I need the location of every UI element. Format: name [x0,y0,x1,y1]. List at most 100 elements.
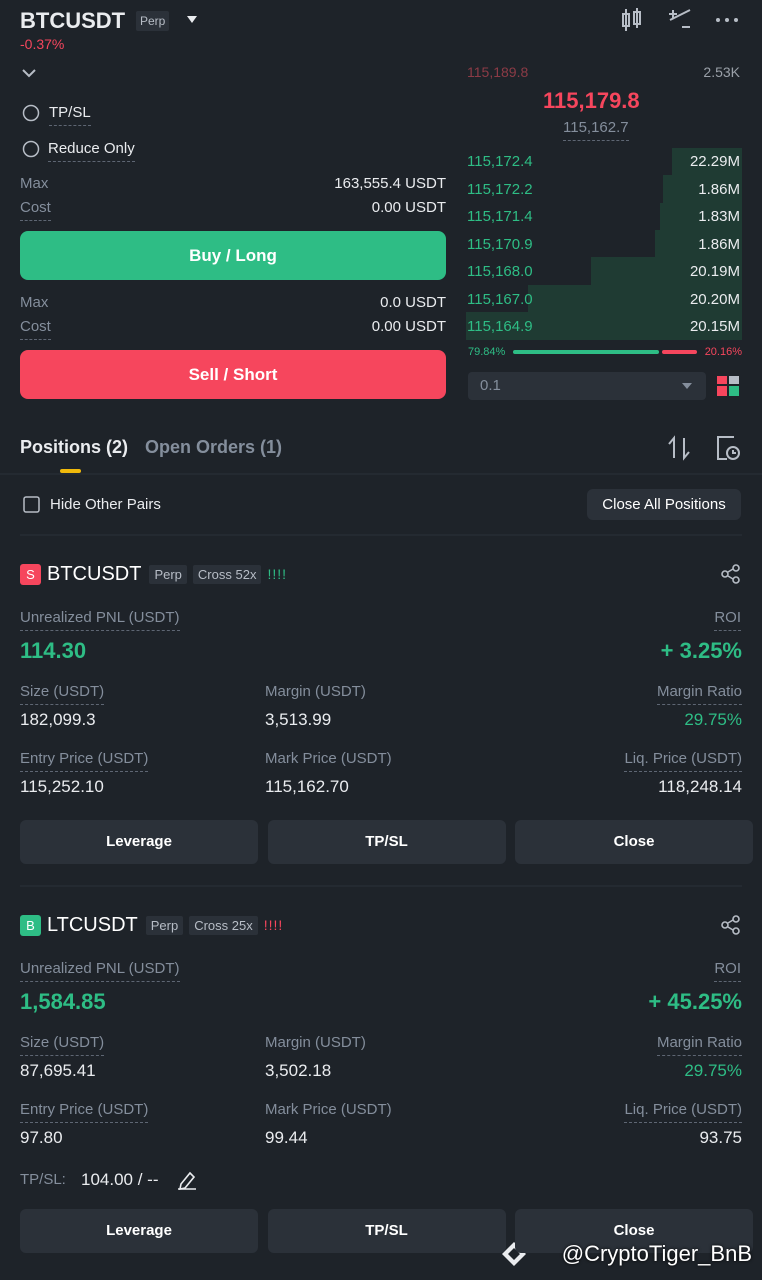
bid-qty: 1.86M [698,180,740,198]
share-icon[interactable] [721,564,740,584]
bid-qty: 20.20M [689,290,740,308]
label: Margin (USDT) [265,1034,366,1051]
edit-icon[interactable] [178,1171,196,1191]
label: TP/SL: [20,1171,66,1188]
sort-icon[interactable] [668,435,690,461]
value: 29.75% [684,710,742,729]
margin-mode: Cross 52x [192,564,262,584]
bid-price: 115,164.9 [467,318,533,335]
label: ROI [714,606,741,631]
tag: Perp [136,11,170,31]
more-icon[interactable] [716,18,738,22]
checkbox[interactable] [23,496,40,513]
value: 3,502.18 [265,1061,332,1080]
roi: + 45.25% [648,989,742,1014]
label: Margin (USDT) [265,683,366,700]
layout-icon[interactable] [717,376,739,396]
share-icon[interactable] [721,915,740,935]
tag: Perp [145,915,184,935]
button[interactable]: TP/SL [267,1209,506,1253]
precision-select[interactable] [468,372,706,400]
tab[interactable]: Open Orders (1) [145,437,283,457]
checkbox-label: Hide Other Pairs [50,496,161,513]
label: Margin Ratio [656,1031,742,1056]
value: 3,513.99 [265,710,332,729]
bid-qty: 1.83M [698,208,740,225]
button[interactable]: Buy / Long [20,231,446,280]
button[interactable]: Sell / Short [20,350,446,399]
bid-price: 115,172.2 [467,180,533,198]
button[interactable]: Leverage [20,820,258,864]
label: Liq. Price (USDT) [624,1098,742,1123]
side-badge: B [20,914,41,936]
tab-indicator [60,469,81,473]
position-header: B LTCUSDT Perp Cross 25x!!!! [20,913,283,937]
value: 29.75% [684,1061,742,1080]
value: 163,555.4 USDT [334,175,446,192]
label: Unrealized PNL (USDT) [20,606,180,631]
button[interactable]: Leverage [20,1209,258,1253]
symbol: BTCUSDT [47,562,142,585]
button[interactable]: TP/SL [267,820,506,864]
price-change: -0.37% [20,36,65,52]
position-header: S BTCUSDT Perp Cross 52x!!!! [20,562,287,586]
label: Liq. Price (USDT) [624,747,742,772]
value: 182,099.3 [20,710,96,729]
calc-icon[interactable] [669,9,691,28]
button[interactable]: Close All Positions [587,489,741,520]
buy-ratio-bar [513,350,659,354]
option: TP/SL [49,101,91,126]
value: 0.00 USDT [371,318,446,335]
bid-qty: 20.19M [689,263,740,280]
chevron[interactable] [22,69,36,78]
label: Max [20,175,49,192]
label: Entry Price (USDT) [20,747,149,772]
label: ROI [714,957,741,982]
button[interactable]: Close [515,1209,753,1253]
last-price: 115,179.8 [543,88,640,113]
value: 87,695.41 [20,1061,96,1080]
radio[interactable] [22,104,40,122]
symbol: BTCUSDT [20,8,126,33]
value: 0.00 USDT [371,199,446,216]
dropdown-arrow [187,16,197,23]
label: Size (USDT) [20,1031,105,1056]
tab[interactable]: Positions (2) [20,437,129,457]
mark-price: 115,162.7 [563,116,629,141]
tag: Perp [149,564,187,584]
bid-price: 115,167.0 [467,290,533,308]
chart-icon[interactable] [622,8,641,31]
sell-ratio-bar [662,350,697,354]
history-icon[interactable] [717,436,740,460]
roi: + 3.25% [660,638,742,663]
label: Unrealized PNL (USDT) [20,957,180,982]
value: 118,248.14 [658,777,742,796]
value: 99.44 [265,1128,308,1147]
radio[interactable] [22,140,40,158]
precision: 0.1 [480,377,501,394]
label: Mark Price (USDT) [265,750,392,767]
bid-qty: 20.15M [689,318,740,335]
bid-price: 115,172.4 [467,153,533,170]
value: 93.75 [699,1128,742,1147]
label: Cost [20,196,51,221]
label: Max [20,294,49,311]
risk: !!!! [267,566,288,582]
label: Size (USDT) [20,680,105,705]
margin-mode: Cross 25x [189,915,258,935]
label: Entry Price (USDT) [20,1098,149,1123]
bid-price: 115,168.0 [467,263,533,280]
watermark: @CryptoTiger_BnB [561,1241,752,1266]
buy-ratio: 79.84% [468,346,506,358]
select-arrow [682,383,692,389]
value: 115,162.70 [265,777,349,796]
pnl: 1,584.85 [20,989,106,1014]
risk: !!!! [263,917,284,933]
button[interactable]: Close [515,820,753,864]
bid-price: 115,171.4 [467,208,533,225]
sell-ratio: 20.16% [704,346,742,358]
bid-price: 115,170.9 [467,235,533,253]
label: Cost [20,315,51,340]
label: Margin Ratio [656,680,742,705]
